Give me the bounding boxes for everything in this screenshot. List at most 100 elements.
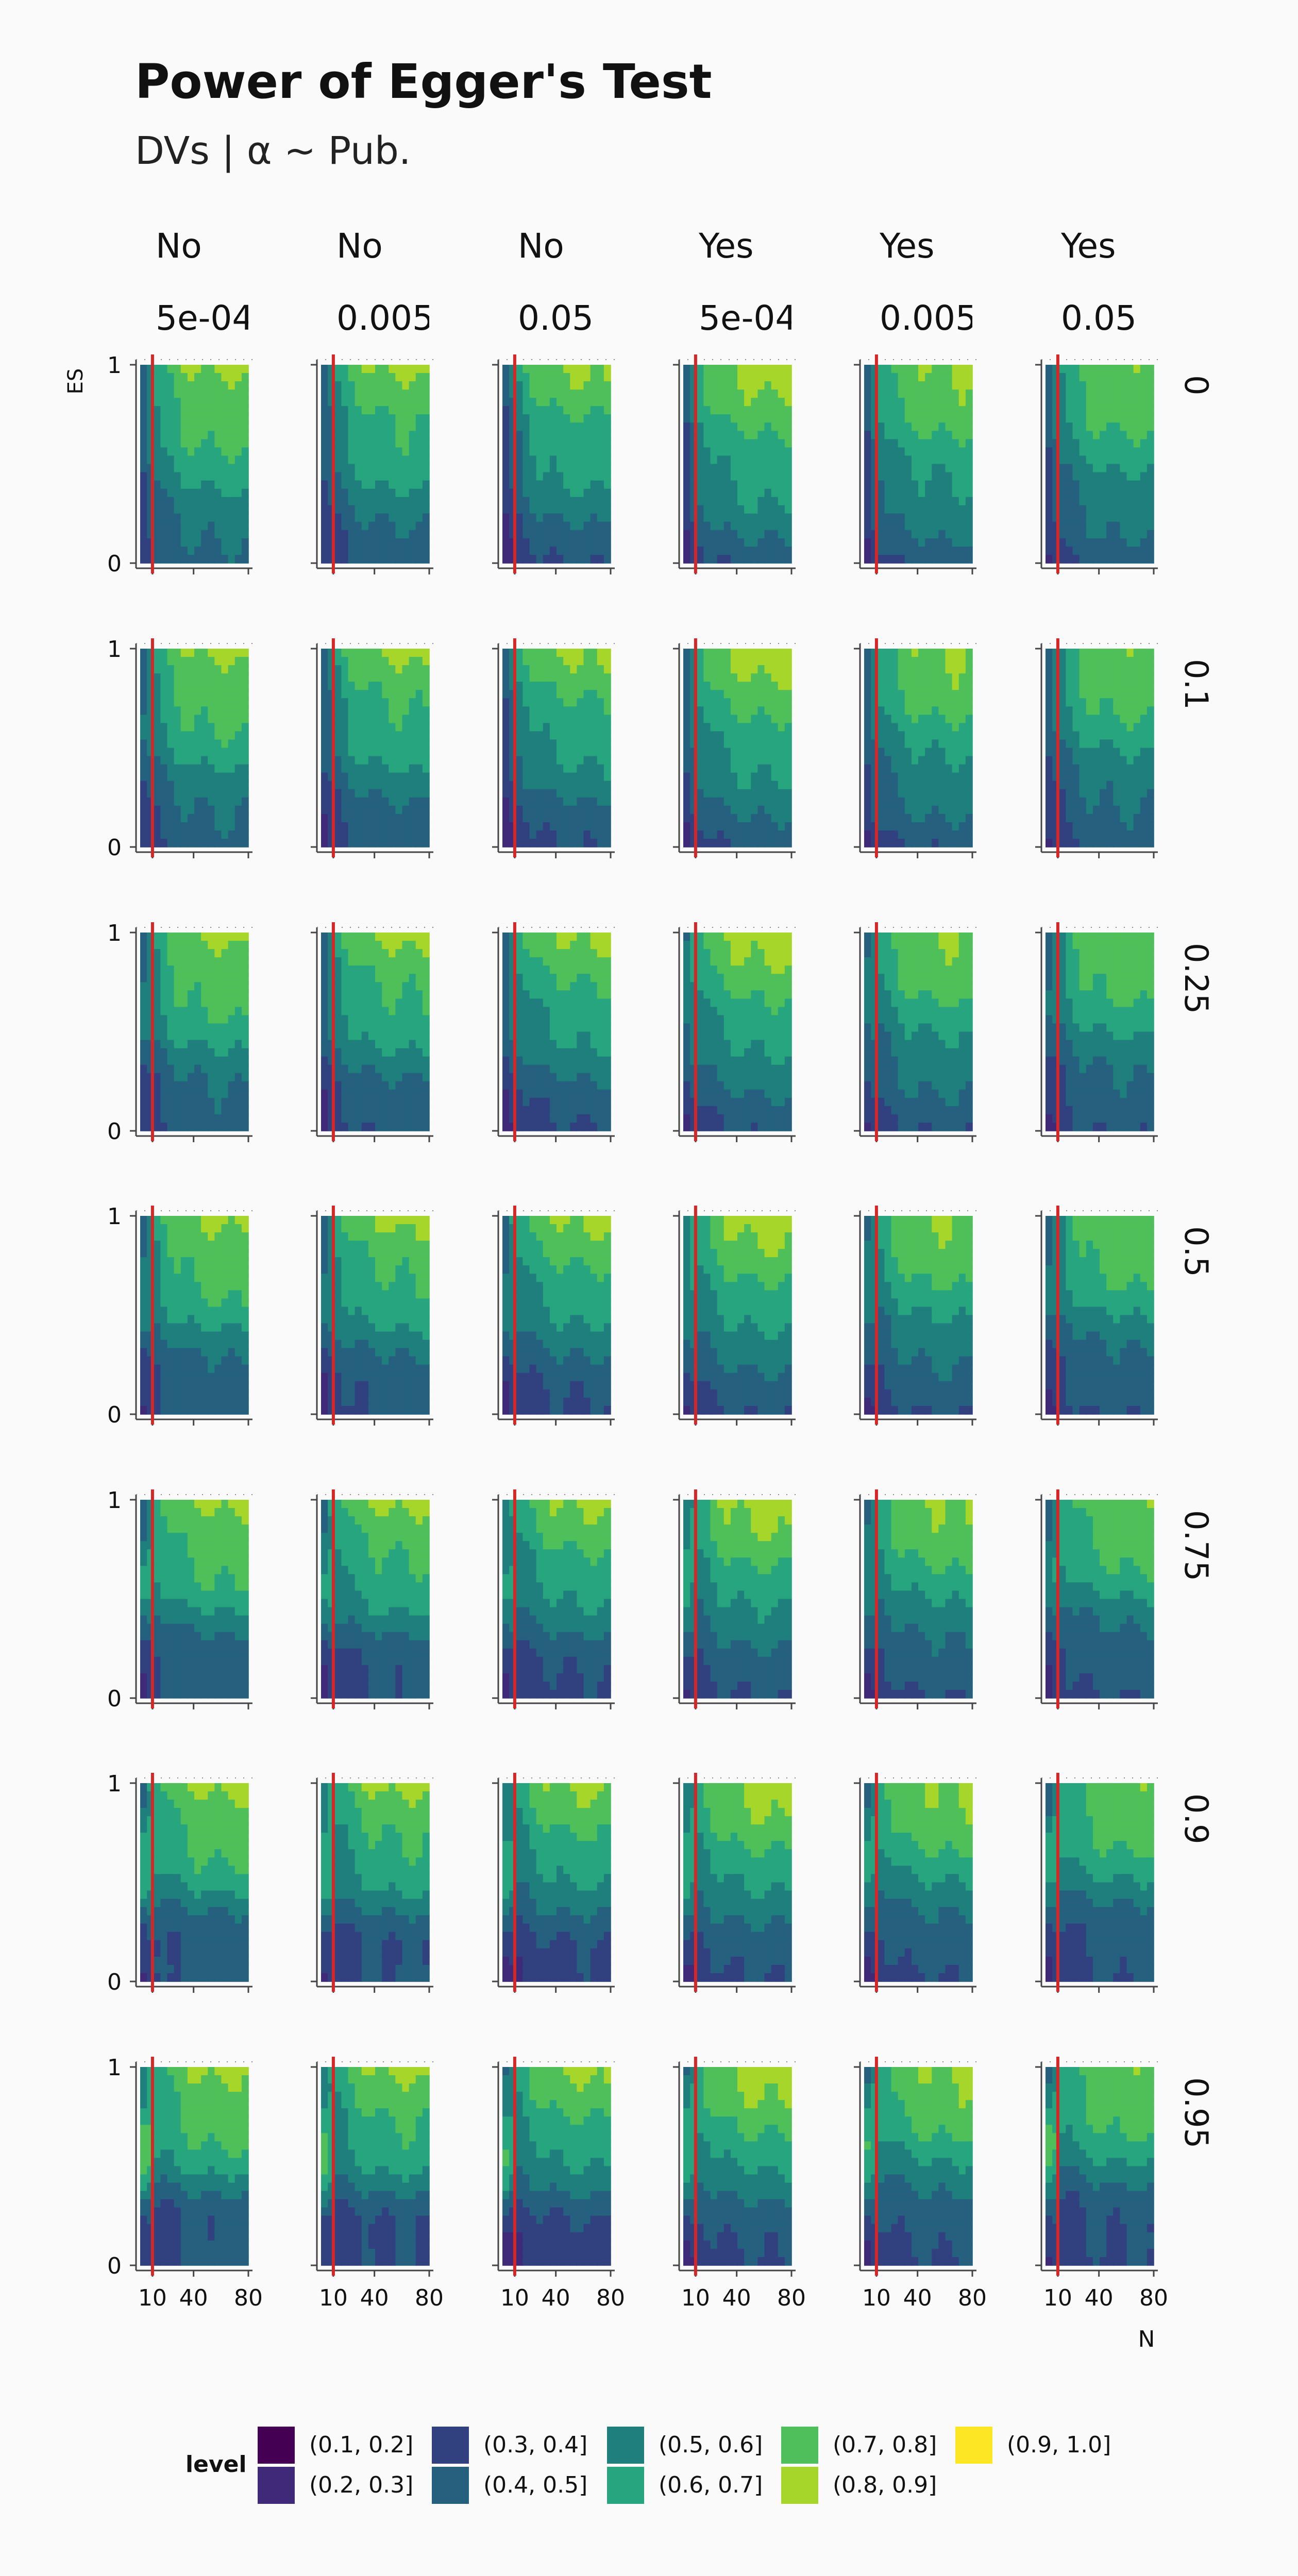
contour-cell — [583, 822, 591, 831]
contour-cell — [194, 464, 201, 473]
contour-cell — [778, 513, 785, 522]
contour-cell — [334, 546, 342, 555]
contour-cell — [864, 373, 871, 382]
contour-cell — [778, 814, 785, 823]
contour-cell — [395, 530, 403, 539]
contour-cell — [221, 538, 229, 547]
contour-cell — [603, 814, 611, 823]
contour-cell — [744, 497, 752, 506]
contour-cell — [415, 480, 423, 489]
contour-cell — [1100, 381, 1107, 390]
contour-cell — [174, 682, 181, 691]
contour-cell — [208, 406, 215, 415]
contour-cell — [891, 488, 899, 498]
contour-cell — [160, 731, 168, 740]
contour-cell — [938, 521, 946, 531]
contour-cell — [590, 649, 598, 657]
contour-cell — [557, 706, 564, 716]
contour-cell — [228, 472, 235, 481]
contour-cell — [536, 756, 544, 765]
contour-cell — [891, 521, 899, 531]
contour-cell — [1100, 673, 1107, 682]
contour-cell — [878, 756, 885, 765]
contour-cell — [1079, 690, 1087, 699]
contour-cell — [341, 797, 349, 806]
contour-cell — [1133, 706, 1141, 716]
contour-cell — [1120, 715, 1127, 724]
contour-cell — [744, 422, 752, 432]
contour-cell — [771, 756, 779, 765]
contour-cell — [167, 1097, 175, 1107]
contour-cell — [415, 764, 423, 773]
contour-cell — [529, 455, 537, 465]
contour-cell — [557, 538, 564, 547]
contour-cell — [160, 739, 168, 749]
contour-cell — [167, 406, 175, 415]
contour-cell — [583, 690, 591, 699]
contour-cell — [522, 505, 530, 514]
contour-cell — [710, 414, 718, 423]
contour-cell — [208, 530, 215, 539]
contour-cell — [597, 422, 604, 432]
contour-cell — [180, 530, 188, 539]
facet-panel-r1-c0: 01 — [107, 636, 252, 861]
contour-cell — [382, 488, 390, 498]
contour-cell — [154, 990, 161, 999]
contour-cell — [751, 464, 758, 473]
contour-cell — [214, 389, 222, 398]
contour-cell — [536, 682, 544, 691]
contour-cell — [234, 480, 242, 489]
contour-cell — [228, 373, 235, 382]
contour-cell — [710, 739, 718, 749]
contour-cell — [710, 715, 718, 724]
contour-cell — [737, 690, 745, 699]
contour-cell — [891, 715, 899, 724]
contour-cell — [1046, 398, 1053, 407]
contour-cell — [751, 521, 758, 531]
contour-cell — [597, 439, 604, 448]
contour-cell — [744, 546, 752, 555]
contour-cell — [730, 698, 738, 707]
contour-cell — [375, 673, 382, 682]
contour-cell — [703, 781, 711, 790]
contour-cell — [557, 488, 564, 498]
contour-cell — [583, 439, 591, 448]
contour-cell — [590, 772, 598, 782]
contour-cell — [1086, 830, 1093, 839]
contour-cell — [911, 657, 919, 666]
contour-cell — [958, 830, 966, 839]
contour-cell — [389, 838, 396, 848]
contour-cell — [904, 797, 912, 806]
contour-cell — [241, 814, 249, 823]
contour-cell — [502, 447, 510, 456]
contour-cell — [160, 406, 168, 415]
contour-cell — [1147, 398, 1154, 407]
contour-cell — [938, 797, 946, 806]
contour-cell — [965, 649, 973, 657]
contour-cell — [730, 406, 738, 415]
contour-cell — [864, 822, 871, 831]
contour-cell — [683, 422, 690, 432]
contour-cell — [395, 805, 403, 815]
contour-cell — [375, 814, 382, 823]
contour-cell — [1100, 748, 1107, 757]
contour-cell — [402, 472, 410, 481]
contour-cell — [395, 764, 403, 773]
contour-cell — [1120, 731, 1127, 740]
contour-cell — [904, 789, 912, 798]
contour-cell — [744, 464, 752, 473]
contour-cell — [751, 805, 758, 815]
contour-cell — [536, 665, 544, 674]
contour-cell — [757, 690, 765, 699]
contour-cell — [965, 748, 973, 757]
contour-cell — [764, 472, 772, 481]
contour-cell — [536, 389, 544, 398]
contour-cell — [180, 1114, 188, 1123]
contour-cell — [898, 731, 905, 740]
contour-cell — [1113, 731, 1121, 740]
contour-cell — [764, 739, 772, 749]
contour-cell — [1092, 764, 1100, 773]
contour-cell — [1072, 488, 1080, 498]
contour-cell — [422, 756, 430, 765]
contour-cell — [570, 723, 578, 732]
